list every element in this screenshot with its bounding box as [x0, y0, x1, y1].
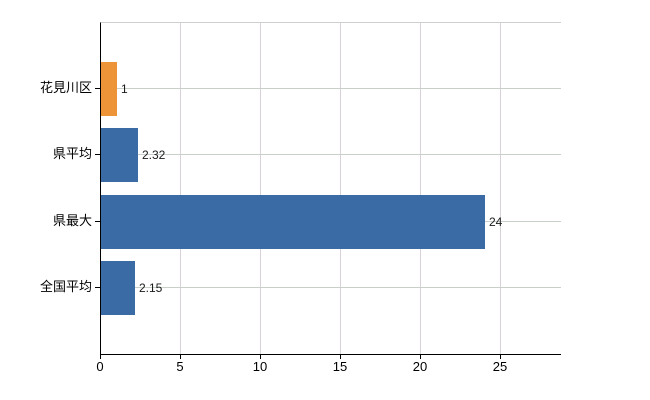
x-tick-label: 5: [176, 359, 184, 374]
x-tick-label: 0: [96, 359, 104, 374]
y-axis-tick: [95, 221, 100, 222]
plot-area: 1 2.32 24 2.15: [100, 22, 561, 355]
y-axis-tick: [95, 88, 100, 89]
x-axis-tick: [180, 354, 181, 359]
x-tick-label: 10: [252, 359, 268, 374]
bar-value-label: 2.32: [142, 148, 166, 162]
gridline-vertical: [260, 23, 261, 354]
x-axis-tick: [500, 354, 501, 359]
bar: [101, 195, 485, 249]
gridline-vertical: [340, 23, 341, 354]
x-tick-label: 15: [332, 359, 348, 374]
category-label: 県最大: [52, 213, 92, 228]
category-label: 花見川区: [39, 80, 92, 95]
category-label: 全国平均: [39, 279, 92, 294]
x-axis-tick: [420, 354, 421, 359]
bar: [101, 261, 135, 315]
gridline-vertical: [500, 23, 501, 354]
bar: [101, 62, 117, 116]
gridline-vertical: [180, 23, 181, 354]
x-axis-tick: [260, 354, 261, 359]
category-label: 県平均: [52, 146, 92, 161]
y-axis-tick: [95, 154, 100, 155]
gridline-vertical: [420, 23, 421, 354]
bar-value-label: 2.15: [139, 281, 163, 295]
bar: [101, 128, 138, 182]
bar-value-label: 24: [489, 215, 503, 229]
gridline-horizontal: [101, 287, 561, 288]
y-axis-tick: [95, 287, 100, 288]
bar-value-label: 1: [121, 82, 128, 96]
x-axis-tick: [100, 354, 101, 359]
x-tick-label: 25: [492, 359, 508, 374]
gridline-horizontal: [101, 88, 561, 89]
gridline-horizontal: [101, 154, 561, 155]
x-tick-label: 20: [412, 359, 428, 374]
x-axis-tick: [340, 354, 341, 359]
